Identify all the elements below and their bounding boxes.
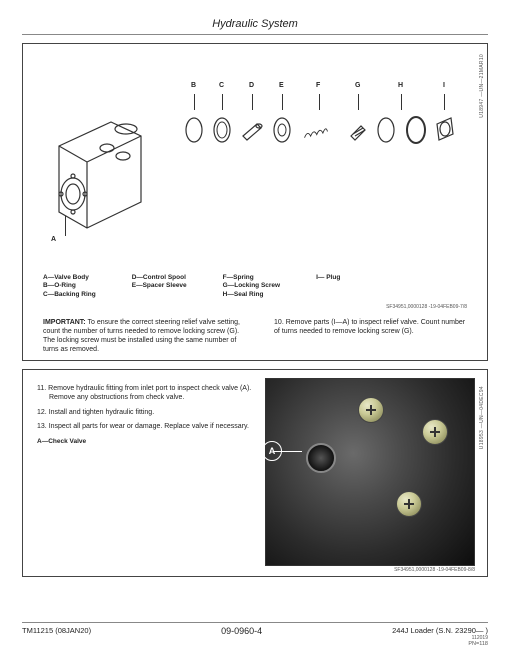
label-h: H: [398, 82, 403, 89]
section-title: Hydraulic System: [22, 18, 488, 35]
legend-col-2: D—Control Spool E—Spacer Sleeve: [132, 274, 187, 300]
step-11-text: Remove hydraulic fitting from inlet port…: [48, 385, 251, 401]
photo-bolt: [422, 419, 448, 445]
part-f: [303, 110, 329, 152]
part-b: [181, 110, 207, 152]
part-c: [209, 110, 235, 152]
label-b: B: [191, 82, 196, 89]
legend-col-4: I— Plug: [316, 274, 340, 300]
photo-bolt: [358, 397, 384, 423]
figure-2-legend: A—Check Valve: [37, 438, 267, 447]
figure-2-sidecode: U18953 —UN—04DEC94: [479, 386, 485, 449]
photo-port: [306, 443, 336, 473]
figure-2-steps: 11. Remove hydraulic fitting from inlet …: [37, 384, 267, 447]
step-10-num: 10.: [274, 319, 284, 326]
figure-2-box: 11. Remove hydraulic fitting from inlet …: [22, 369, 488, 577]
label-e: E: [279, 82, 284, 89]
part-e: [269, 110, 295, 152]
figure-2-ref: SF34951,0000128 -19-04FEB09-8/8: [394, 567, 475, 573]
legend-col-1: A—Valve Body B—O-Ring C—Backing Ring: [43, 274, 96, 300]
valve-photo: A: [265, 378, 475, 566]
label-a: A: [51, 236, 56, 243]
legend-col-3: F—Spring G—Locking Screw H—Seal Ring: [223, 274, 280, 300]
figure-1-legend: A—Valve Body B—O-Ring C—Backing Ring D—C…: [43, 274, 467, 300]
important-label: IMPORTANT:: [43, 319, 86, 326]
footer-right: 244J Loader (S.N. 23290— ): [392, 626, 488, 635]
part-h: [373, 110, 399, 152]
part-i: [431, 110, 457, 152]
step-10-text: Remove parts (I—A) to inspect relief val…: [274, 319, 465, 335]
part-h2: [403, 110, 429, 152]
part-g: [345, 110, 371, 152]
label-f: F: [316, 82, 320, 89]
footer-pn: PN=118: [392, 641, 488, 647]
footer-left: TM11215 (08JAN20): [22, 626, 91, 647]
step-11-num: 11.: [37, 385, 46, 392]
figure-1-ref: SF34951,0000128 -19-04FEB09-7/8: [386, 304, 467, 310]
part-d: [239, 110, 265, 152]
callout-a: A: [262, 441, 282, 461]
figure-1-sidecode: U18947 —UN—21MAR10: [479, 54, 485, 118]
page-footer: TM11215 (08JAN20) 09-0960-4 244J Loader …: [22, 622, 488, 647]
label-g: G: [355, 82, 360, 89]
step-13-num: 13.: [37, 423, 47, 430]
footer-center: 09-0960-4: [221, 626, 262, 647]
label-d: D: [249, 82, 254, 89]
step-13-text: Inspect all parts for wear or damage. Re…: [49, 423, 249, 430]
step-12-text: Install and tighten hydraulic fitting.: [49, 409, 154, 416]
label-c: C: [219, 82, 224, 89]
important-row: IMPORTANT: To ensure the correct steerin…: [43, 318, 467, 354]
valve-body-illustration: [51, 116, 147, 232]
photo-bolt: [396, 491, 422, 517]
label-i: I: [443, 82, 445, 89]
exploded-view: A B C D E F G H I: [51, 60, 467, 240]
figure-1-box: A B C D E F G H I U18947 —UN—21MAR10 A—V…: [22, 43, 488, 361]
step-12-num: 12.: [37, 409, 47, 416]
